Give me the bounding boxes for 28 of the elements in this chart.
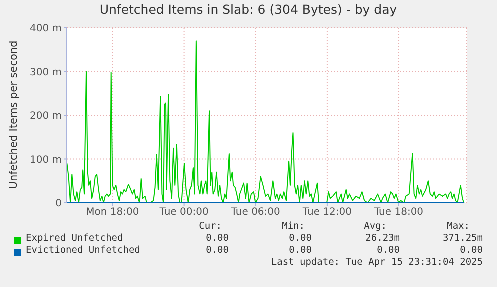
y-tick-label: 100 m <box>30 154 62 166</box>
text: 0.00 <box>377 245 400 256</box>
x-tick-label: Mon 18:00 <box>86 207 140 218</box>
legend-label: Expired Unfetched <box>26 233 124 244</box>
text: 0.00 <box>206 233 229 244</box>
y-axis-title: Unfetched Items per second <box>8 40 20 190</box>
y-tick-label: 400 m <box>30 24 62 35</box>
text: Min: <box>282 221 305 232</box>
text: 0.00 <box>460 245 483 256</box>
line-series <box>67 40 465 203</box>
legend-label: Evictioned Unfetched <box>26 245 140 256</box>
x-tick-label: Tue 06:00 <box>230 207 280 218</box>
text: Last update: Tue Apr 15 23:31:04 2025 <box>271 257 483 268</box>
text: Cur: <box>199 221 222 232</box>
text: 371.25m <box>442 233 483 244</box>
text: 26.23m <box>366 233 400 244</box>
x-tick-label: Tue 12:00 <box>302 207 352 218</box>
y-tick-label: 200 m <box>30 111 62 122</box>
text: 0.00 <box>289 233 312 244</box>
y-tick-label: 300 m <box>30 67 62 78</box>
text: 0.00 <box>206 245 229 256</box>
y-tick-label: 0 <box>56 198 62 210</box>
text: 0.00 <box>289 245 312 256</box>
x-tick-label: Tue 18:00 <box>373 207 424 218</box>
x-tick-label: Tue 00:00 <box>158 207 209 218</box>
text: Avg: <box>364 221 387 232</box>
text: Max: <box>447 221 470 232</box>
chart-title: Unfetched Items in Slab: 6 (304 Bytes) - by day <box>98 2 398 17</box>
